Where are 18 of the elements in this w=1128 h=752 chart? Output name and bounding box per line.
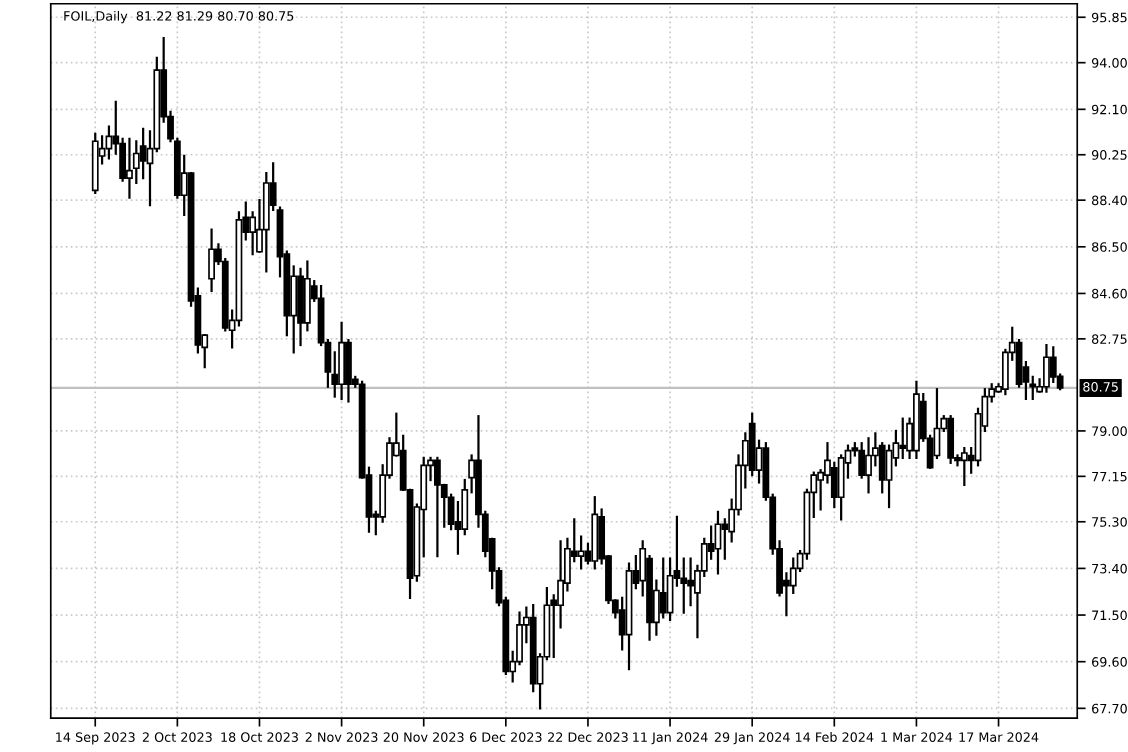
candlestick: [659, 557, 667, 619]
candlestick: [960, 447, 968, 487]
candlestick: [865, 437, 872, 494]
candlestick: [338, 321, 345, 401]
candlestick: [687, 557, 695, 607]
candlestick: [433, 456, 441, 558]
candlestick: [297, 267, 304, 347]
candlestick: [577, 535, 585, 570]
candlestick: [208, 228, 215, 293]
candlestick: [899, 417, 907, 460]
candlestick: [1043, 343, 1050, 393]
candlestick: [947, 415, 955, 464]
candlestick: [591, 496, 599, 570]
candlestick: [345, 338, 352, 403]
candlestick: [126, 137, 133, 199]
candlestick: [303, 260, 311, 332]
candlestick: [714, 510, 722, 575]
candlestick: [1049, 346, 1057, 383]
